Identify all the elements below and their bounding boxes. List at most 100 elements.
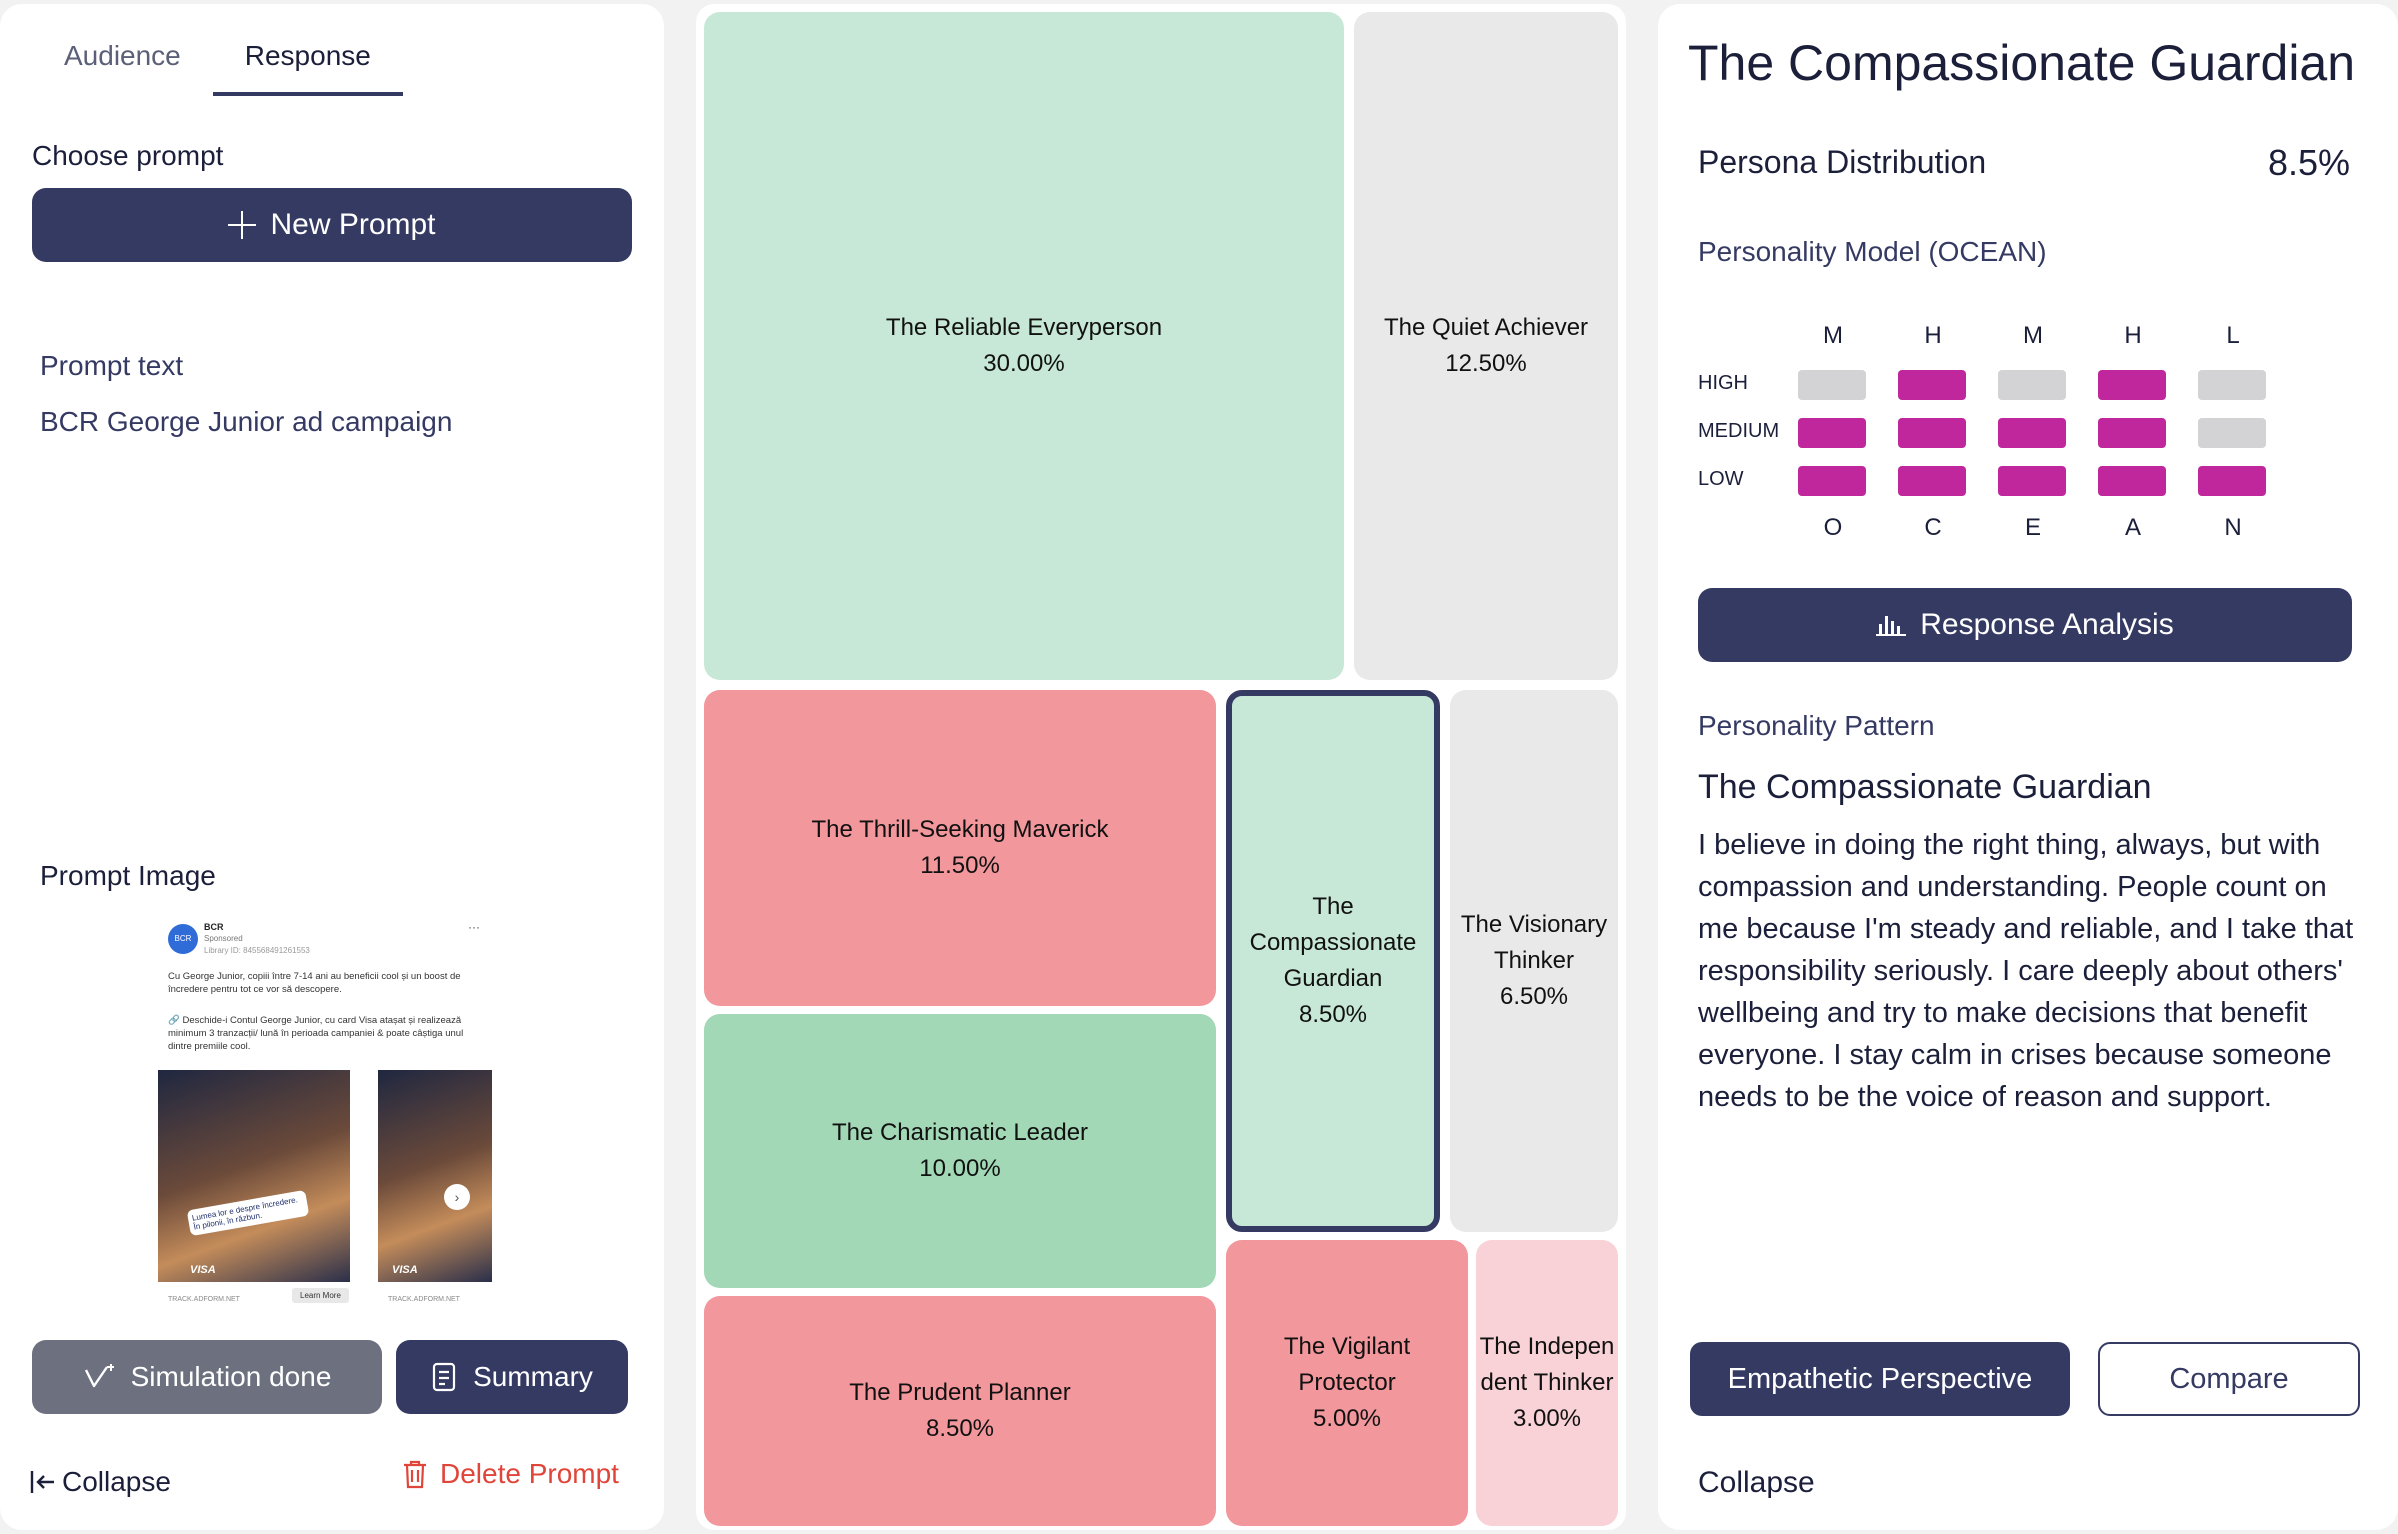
ad-avatar: BCR bbox=[168, 924, 198, 954]
ocean-cell bbox=[2198, 370, 2266, 400]
collapse-left-label: Collapse bbox=[62, 1466, 171, 1497]
tile-name: The Thrill-Seeking Maverick bbox=[811, 816, 1109, 843]
tile-percentage: 3.00% bbox=[1512, 1405, 1582, 1432]
ocean-trait-level: H bbox=[1924, 322, 1942, 349]
visa-logo: VISA bbox=[190, 1264, 216, 1276]
ad-footer-url-2: TRACK.ADFORM.NET bbox=[388, 1296, 460, 1303]
tile-prudent-planner[interactable]: The Prudent Planner 8.50% bbox=[704, 1296, 1216, 1526]
personality-pattern-label: Personality Pattern bbox=[1698, 710, 1935, 741]
delete-prompt-button[interactable]: Delete Prompt bbox=[402, 1458, 619, 1490]
ocean-cell bbox=[1998, 370, 2066, 400]
compare-button[interactable]: Compare bbox=[2098, 1342, 2360, 1416]
collapse-arrow-icon bbox=[30, 1471, 54, 1493]
ocean-trait-letter: C bbox=[1924, 514, 1942, 541]
simulation-done-label: Simulation done bbox=[130, 1361, 332, 1392]
tab-response[interactable]: Response bbox=[212, 26, 403, 96]
tile-percentage: 6.50% bbox=[1499, 983, 1569, 1010]
ocean-cell bbox=[2198, 466, 2266, 496]
ocean-level-high: HIGH bbox=[1698, 372, 1748, 394]
tile-name: The Reliable Everyperson bbox=[885, 314, 1163, 341]
tile-visionary-thinker[interactable]: The Visionary Thinker 6.50% bbox=[1450, 690, 1618, 1232]
ocean-grid: HIGH MEDIUM LOW M O H C M E H A L N bbox=[1698, 314, 2298, 554]
trash-icon bbox=[404, 1460, 426, 1489]
tile-name: The Compassionate Guardian bbox=[1249, 893, 1417, 992]
tile-reliable-everyperson[interactable]: The Reliable Everyperson 30.00% bbox=[704, 12, 1344, 680]
ocean-cell bbox=[1898, 466, 1966, 496]
ocean-trait-level: M bbox=[1823, 322, 1843, 349]
ad-body-text: Cu George Junior, copiii între 7-14 ani … bbox=[168, 971, 461, 995]
response-analysis-label: Response Analysis bbox=[1920, 608, 2174, 641]
ocean-cell bbox=[1998, 418, 2066, 448]
tile-vigilant-protector[interactable]: The Vigilant Protector 5.00% bbox=[1226, 1240, 1468, 1526]
ocean-trait-level: H bbox=[2124, 322, 2142, 349]
summary-icon bbox=[432, 1362, 456, 1392]
tile-percentage: 8.50% bbox=[1298, 1001, 1368, 1028]
visa-logo-2: VISA bbox=[392, 1264, 418, 1276]
ocean-trait-level: M bbox=[2023, 322, 2043, 349]
persona-distribution-label: Persona Distribution bbox=[1698, 144, 1987, 180]
ocean-cell bbox=[1898, 418, 1966, 448]
chevron-right-icon: › bbox=[444, 1184, 470, 1210]
ocean-cell bbox=[2198, 418, 2266, 448]
persona-distribution-value: 8.5% bbox=[2267, 142, 2350, 183]
prompt-text-label: Prompt text bbox=[40, 350, 184, 381]
collapse-left-button[interactable]: Collapse bbox=[30, 1466, 171, 1498]
tile-compassionate-guardian[interactable]: The Compassionate Guardian 8.50% bbox=[1226, 690, 1440, 1232]
prompt-image: BCR BCR Sponsored Library ID: 8455684912… bbox=[158, 912, 492, 1312]
persona-title: The Compassionate Guardian bbox=[1688, 35, 2356, 91]
ad-body-text-2: 🔗 Deschide-i Contul George Junior, cu ca… bbox=[168, 1015, 464, 1052]
tile-name: The Prudent Planner bbox=[849, 1379, 1071, 1406]
more-icon: ··· bbox=[468, 920, 480, 934]
ad-sponsored: Sponsored bbox=[204, 934, 243, 943]
ocean-trait-level: L bbox=[2226, 322, 2240, 349]
tile-charismatic-leader[interactable]: The Charismatic Leader 10.00% bbox=[704, 1014, 1216, 1288]
ad-learn-more: Learn More bbox=[292, 1288, 349, 1303]
ad-card-caption: Lumea lor e despre încredere. În pilonii… bbox=[186, 1189, 310, 1237]
tab-bar: Audience Response bbox=[32, 26, 403, 96]
ocean-trait-letter: O bbox=[1823, 514, 1843, 541]
ad-library-id: Library ID: 845568491261553 bbox=[204, 946, 310, 955]
tile-percentage: 8.50% bbox=[925, 1415, 995, 1442]
new-prompt-button[interactable]: New Prompt bbox=[32, 188, 632, 262]
summary-button[interactable]: Summary bbox=[396, 1340, 628, 1414]
response-analysis-button[interactable]: Response Analysis bbox=[1698, 588, 2352, 662]
choose-prompt-label: Choose prompt bbox=[32, 140, 224, 171]
tile-percentage: 5.00% bbox=[1312, 1405, 1382, 1432]
ocean-cell bbox=[1898, 370, 1966, 400]
ad-brand: BCR bbox=[204, 922, 224, 932]
left-panel: Audience Response Choose prompt New Prom… bbox=[0, 4, 664, 1530]
ocean-cell bbox=[2098, 466, 2166, 496]
ocean-cell bbox=[1798, 466, 1866, 496]
personality-pattern-name: The Compassionate Guardian bbox=[1698, 768, 2152, 806]
simulation-icon bbox=[84, 1364, 114, 1388]
collapse-right-button[interactable]: Collapse bbox=[1698, 1466, 1815, 1499]
ocean-cell bbox=[2098, 418, 2166, 448]
tab-audience[interactable]: Audience bbox=[64, 40, 181, 71]
tile-percentage: 10.00% bbox=[919, 1155, 1001, 1182]
plus-icon bbox=[228, 211, 257, 239]
tile-thrill-seeking-maverick[interactable]: The Thrill-Seeking Maverick 11.50% bbox=[704, 690, 1216, 1006]
prompt-text-value: BCR George Junior ad campaign bbox=[40, 406, 453, 437]
delete-prompt-label: Delete Prompt bbox=[440, 1458, 619, 1489]
empathetic-perspective-button[interactable]: Empathetic Perspective bbox=[1690, 1342, 2070, 1416]
ocean-model-label: Personality Model (OCEAN) bbox=[1698, 236, 2047, 267]
ad-carousel-card-2: VISA bbox=[378, 1070, 492, 1282]
persona-detail-panel: The Compassionate Guardian Persona Distr… bbox=[1658, 4, 2398, 1530]
ocean-cell bbox=[1998, 466, 2066, 496]
tile-name: The Independent Thinker bbox=[1479, 1333, 1615, 1396]
personality-pattern-description: I believe in doing the right thing, alwa… bbox=[1698, 829, 2354, 1113]
tile-independent-thinker[interactable]: The Independent Thinker 3.00% bbox=[1476, 1240, 1618, 1526]
simulation-done-button[interactable]: Simulation done bbox=[32, 1340, 382, 1414]
summary-label: Summary bbox=[473, 1361, 593, 1392]
ocean-cell bbox=[1798, 370, 1866, 400]
tile-name: The Quiet Achiever bbox=[1383, 314, 1589, 341]
tile-quiet-achiever[interactable]: The Quiet Achiever 12.50% bbox=[1354, 12, 1618, 680]
ocean-level-medium: MEDIUM bbox=[1698, 420, 1780, 442]
ocean-trait-letter: E bbox=[2024, 514, 2041, 541]
ocean-trait-letter: A bbox=[2124, 514, 2141, 541]
ocean-trait-letter: N bbox=[2224, 514, 2242, 541]
tile-percentage: 11.50% bbox=[920, 852, 1000, 879]
ad-carousel-card: Lumea lor e despre încredere. În pilonii… bbox=[158, 1070, 350, 1282]
tile-name: The Vigilant Protector bbox=[1283, 1333, 1411, 1396]
bar-chart-icon bbox=[1876, 614, 1907, 636]
